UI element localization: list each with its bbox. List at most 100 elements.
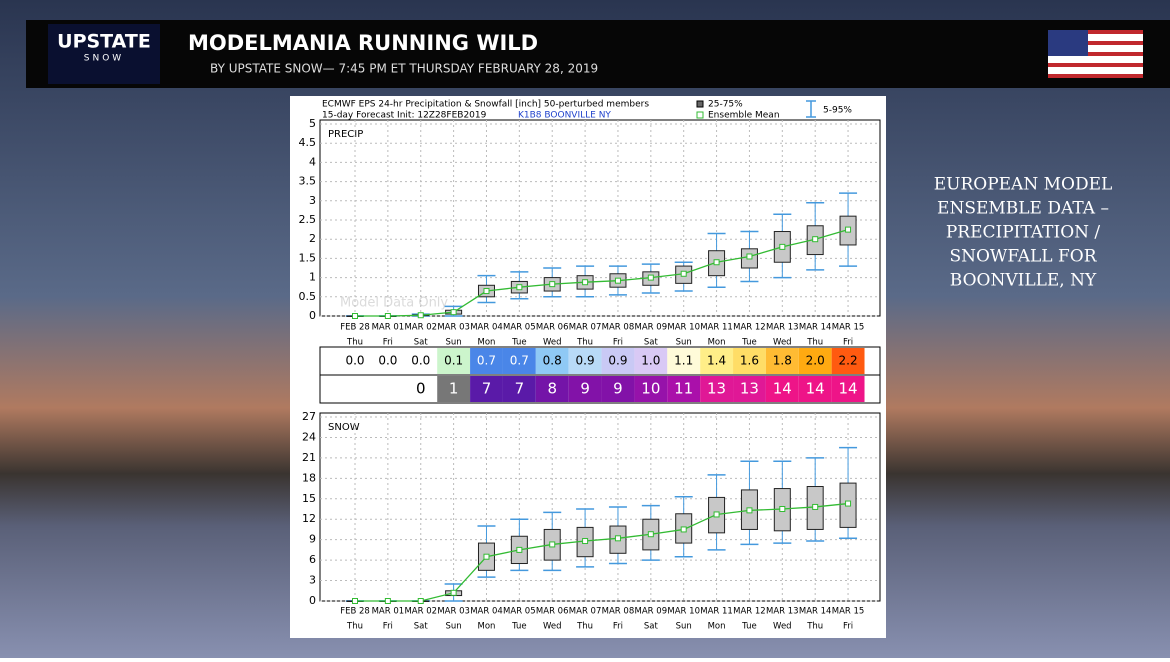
- y-tick-label: 5: [309, 117, 316, 130]
- table-value: 9: [613, 380, 623, 398]
- y-tick-label: 0.5: [299, 290, 317, 303]
- table-value: 9: [580, 380, 590, 398]
- side-text: SNOWFALL FOR: [949, 247, 1097, 267]
- table-cell: [502, 376, 536, 402]
- table-cell: [470, 348, 503, 374]
- x-tick-label: FEB 28: [340, 607, 370, 617]
- mean-point: [647, 274, 654, 281]
- table-cell: [798, 348, 832, 374]
- x-tick-label: MAR 05: [503, 323, 536, 333]
- y-tick-label: 0: [309, 594, 316, 607]
- y-tick-label: 3.5: [299, 175, 317, 188]
- table-value: 7: [515, 380, 525, 398]
- x-tick-label: MAR 12: [733, 323, 766, 333]
- x-weekday-label: Sun: [446, 622, 462, 632]
- mean-point: [582, 538, 589, 545]
- flag: [1048, 30, 1143, 78]
- x-weekday-label: Wed: [543, 622, 562, 632]
- mean-point: [450, 589, 457, 596]
- mean-point: [647, 531, 654, 538]
- side-text: BOONVILLE, NY: [950, 271, 1097, 291]
- x-weekday-label: Mon: [708, 622, 726, 632]
- y-tick-label: 2: [309, 232, 316, 245]
- table-value: 0.9: [576, 354, 595, 368]
- legend-box: 25-75%: [708, 100, 743, 110]
- x-weekday-label: Fri: [613, 622, 623, 632]
- mean-point: [352, 313, 358, 319]
- station: K1B8 BOONVILLE NY: [518, 111, 611, 121]
- table-value: 14: [773, 380, 792, 398]
- x-tick-label: MAR 15: [832, 323, 865, 333]
- x-weekday-label: Fri: [843, 622, 853, 632]
- header-bar: [26, 20, 1170, 88]
- table-cell: [798, 376, 832, 402]
- mean-line: [355, 228, 849, 317]
- x-tick-label: MAR 03: [437, 323, 470, 333]
- y-tick-label: 21: [302, 451, 316, 464]
- x-tick-label: MAR 12: [733, 607, 766, 617]
- y-tick-label: 3: [309, 574, 316, 587]
- mean-point: [417, 312, 424, 319]
- y-tick-label: 18: [302, 471, 316, 484]
- y-tick-label: 4: [309, 155, 316, 168]
- x-tick-label: MAR 02: [404, 323, 437, 333]
- y-tick-label: 4.5: [299, 136, 317, 149]
- x-weekday-label: Thu: [806, 338, 823, 348]
- mean-point: [746, 507, 753, 514]
- x-weekday-label: Fri: [843, 338, 853, 348]
- logo: UPSTATE: [57, 31, 151, 53]
- table-value: 2.0: [806, 354, 825, 368]
- table-cell: [535, 348, 569, 374]
- table-value: 0.7: [477, 354, 496, 368]
- y-tick-label: 6: [309, 553, 316, 566]
- x-tick-label: MAR 06: [536, 607, 569, 617]
- mean-point: [384, 313, 391, 319]
- x-tick-label: MAR 07: [569, 607, 602, 617]
- y-tick-label: 3: [309, 194, 316, 207]
- x-weekday-label: Sun: [676, 622, 692, 632]
- legend-mean: Ensemble Mean: [708, 111, 780, 121]
- y-tick-label: 24: [302, 430, 316, 443]
- x-tick-label: MAR 09: [635, 323, 668, 333]
- panel-line2: 15-day Forecast Init: 12Z28FEB2019: [322, 111, 487, 121]
- x-tick-label: MAR 02: [404, 607, 437, 617]
- y-tick-label: 1.5: [299, 251, 317, 264]
- table-cell: [765, 376, 799, 402]
- y-tick-label: 0: [309, 309, 316, 322]
- mean-line: [355, 502, 849, 602]
- table-cell: [733, 376, 766, 402]
- table-cell: [601, 376, 635, 402]
- x-weekday-label: Tue: [741, 338, 757, 348]
- x-tick-label: MAR 11: [700, 607, 733, 617]
- table-value: 1.0: [641, 354, 660, 368]
- x-weekday-label: Fri: [383, 338, 393, 348]
- mean-point: [582, 279, 589, 286]
- legend-box-icon: [696, 100, 704, 108]
- x-tick-label: MAR 14: [799, 323, 832, 333]
- table-cell: [470, 376, 503, 402]
- table-value: 14: [839, 380, 858, 398]
- x-tick-label: MAR 01: [372, 607, 405, 617]
- table-cell: [831, 376, 865, 402]
- x-weekday-label: Sat: [414, 622, 429, 632]
- x-tick-label: MAR 15: [832, 607, 865, 617]
- table-cell: [601, 348, 635, 374]
- legend-mean-icon: [696, 111, 704, 119]
- mean-point: [483, 288, 490, 295]
- table-value: 13: [740, 380, 759, 398]
- legend-whisker: 5-95%: [823, 106, 852, 116]
- logo-box: [48, 24, 160, 84]
- mean-point: [812, 503, 819, 510]
- table-value: 14: [806, 380, 825, 398]
- table-cell: [437, 376, 471, 402]
- table-cell: [502, 348, 536, 374]
- table-cell: [535, 376, 569, 402]
- x-tick-label: MAR 08: [602, 607, 635, 617]
- chart-label: PRECIP: [328, 129, 363, 140]
- mean-point: [516, 546, 523, 553]
- x-weekday-label: Wed: [543, 338, 562, 348]
- legend-whisker-icon: [806, 100, 816, 118]
- x-weekday-label: Sun: [446, 338, 462, 348]
- x-weekday-label: Mon: [478, 622, 496, 632]
